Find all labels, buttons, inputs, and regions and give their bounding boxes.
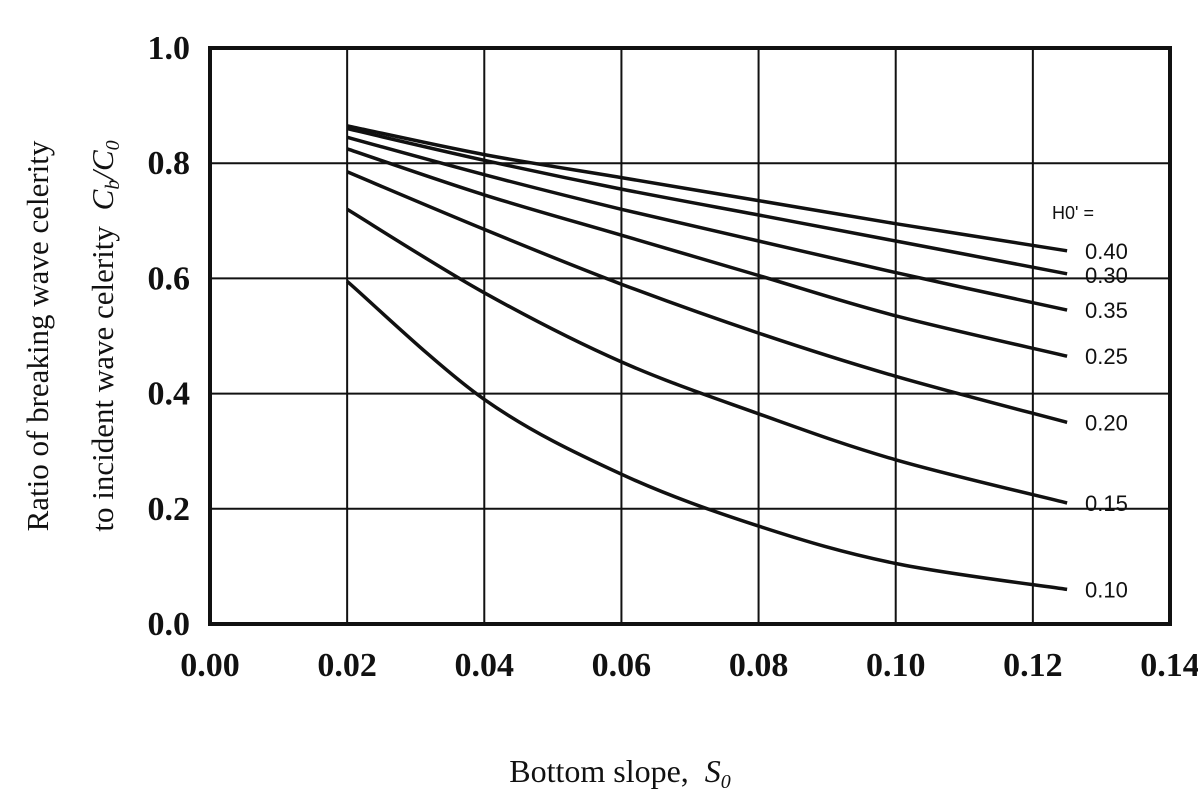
tick-labels: 0.00 0.02 0.04 0.06 0.08 0.10 0.12 0.14 0.0 0.2 0.… (148, 30, 1198, 684)
y-tick-label: 0.2 (148, 491, 191, 528)
x-tick-label: 0.14 (1140, 647, 1198, 684)
plot-frame (208, 46, 1172, 626)
x-tick-label: 0.06 (592, 647, 652, 684)
curve-label-0-10: 0.10 (1085, 577, 1128, 602)
curve-label-0-15: 0.15 (1085, 491, 1128, 516)
x-tick-label: 0.08 (729, 647, 789, 684)
curve-label-0-35: 0.35 (1085, 298, 1128, 323)
y-axis-label-math-sub2: 0 (102, 140, 124, 150)
y-tick-label: 0.6 (148, 260, 191, 297)
y-tick-label: 0.0 (148, 606, 191, 643)
series-line-0-40 (346, 124, 1068, 253)
y-axis-label-line1: Ratio of breaking wave celerity (20, 140, 55, 531)
x-tick-label: 0.10 (866, 647, 926, 684)
y-tick-label: 1.0 (148, 30, 191, 67)
y-axis-label: Ratio of breaking wave celerity (20, 140, 55, 531)
curve-labels: 0.400.30 0.35 0.25 0.20 0.15 0.10 (1085, 239, 1128, 603)
y-axis-label-math: C (85, 189, 120, 210)
series-line-0-25 (346, 147, 1068, 358)
series-line-0-35 (346, 135, 1068, 312)
y-tick-label: 0.4 (148, 376, 191, 413)
series-lines (345, 124, 1068, 592)
x-axis-label: Bottom slope, S0 (509, 753, 731, 791)
x-axis-label-math-sub: 0 (721, 771, 731, 791)
y-axis-label-2: to incident wave celerity Cb/C0 (85, 140, 124, 531)
y-axis-label-math-sub1: b (102, 180, 124, 190)
series-line-0-20 (346, 170, 1068, 425)
legend-title: H0' = (1052, 203, 1094, 223)
curve-label-0-20: 0.20 (1085, 410, 1128, 435)
x-tick-label: 0.04 (455, 647, 515, 684)
y-axis-label-line2: to incident wave celerity Cb/C0 (85, 140, 124, 531)
x-tick-label: 0.02 (317, 647, 377, 684)
series-line-0-15 (346, 207, 1068, 505)
curve-label-0-30: 0.30 (1085, 263, 1128, 288)
curve-label-0-40: 0.40 (1085, 239, 1128, 264)
grid (210, 48, 1170, 624)
x-tick-label: 0.00 (180, 647, 240, 684)
y-axis-label-math-slash: /C (85, 150, 120, 182)
x-axis-label-math: S (705, 753, 721, 789)
x-axis-label-text: Bottom slope, (509, 753, 689, 789)
series-line-0-30 (346, 126, 1068, 276)
y-tick-label: 0.8 (148, 145, 191, 182)
series-line-0-10 (345, 279, 1068, 592)
y-axis-label-text: to incident wave celerity (85, 226, 120, 532)
curve-label-0-25: 0.25 (1085, 344, 1128, 369)
x-tick-label: 0.12 (1003, 647, 1063, 684)
